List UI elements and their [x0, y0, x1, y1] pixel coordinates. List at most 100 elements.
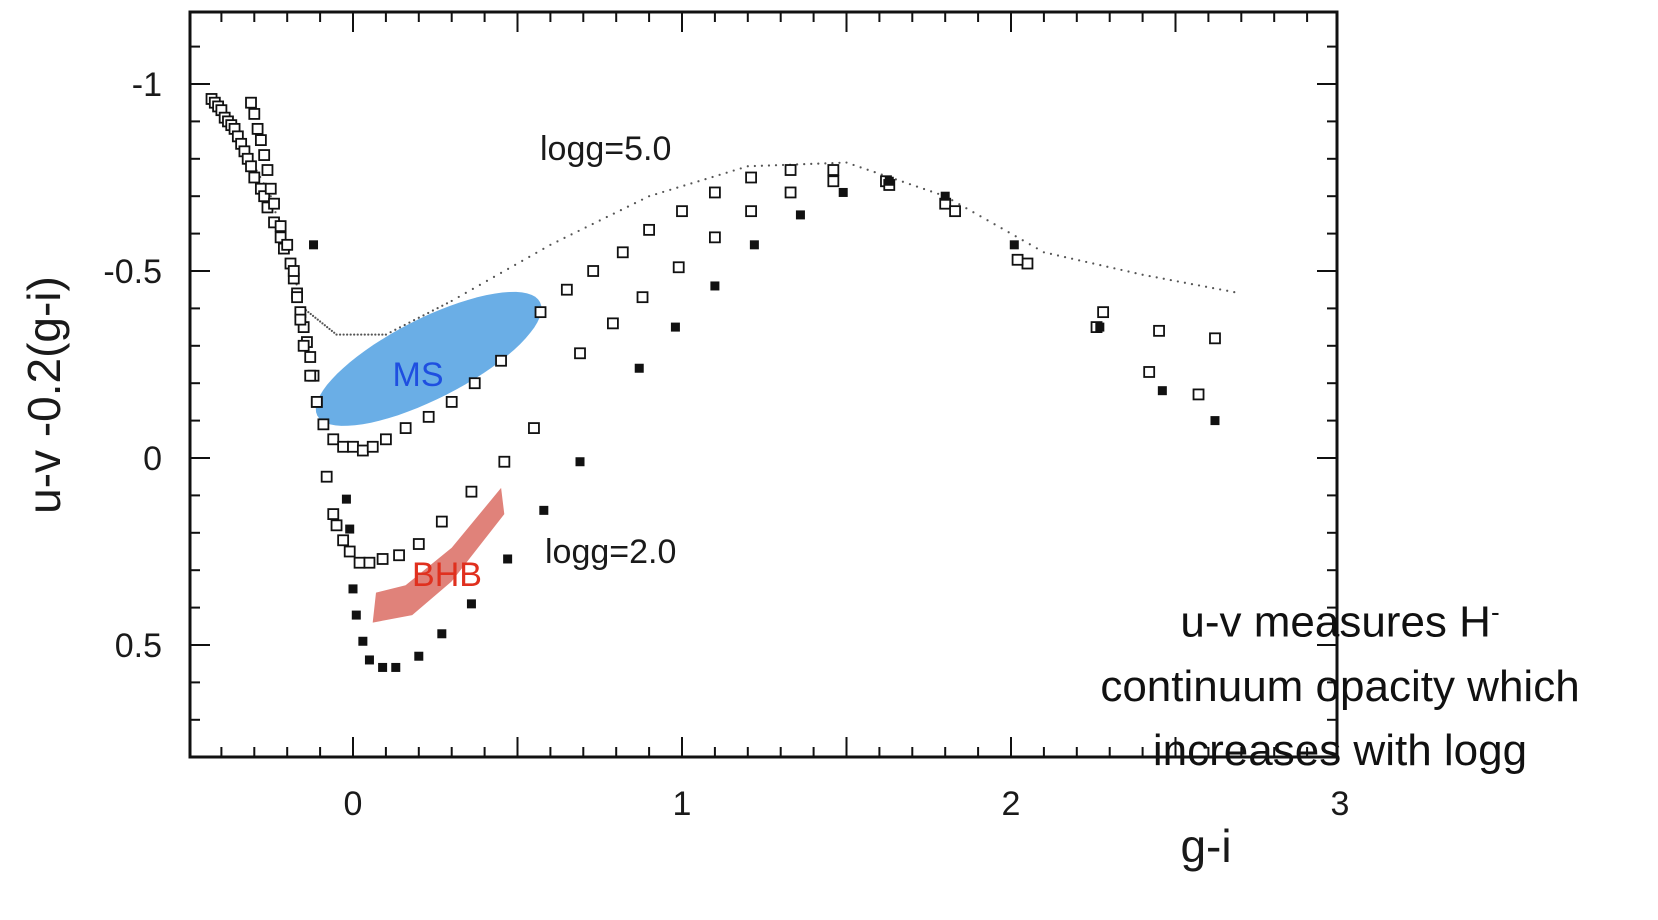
curve-dot: [431, 309, 434, 312]
open-square-point: [248, 171, 261, 184]
open-square-point: [745, 205, 757, 218]
curve-dot: [417, 316, 420, 319]
filled-square-point: [670, 322, 680, 332]
curve-dot: [901, 180, 905, 183]
open-square-point: [261, 164, 274, 176]
filled-square-point: [884, 176, 894, 186]
ms-label: MS: [393, 356, 444, 394]
curve-dot: [1233, 291, 1236, 294]
open-square-point: [399, 422, 412, 434]
open-square-point: [412, 538, 425, 550]
curve-dot: [450, 299, 453, 303]
open-square-point: [327, 508, 340, 521]
curve-dot: [1092, 262, 1095, 265]
curve-dot: [986, 219, 989, 222]
curve-dot: [915, 185, 919, 188]
curve-dot: [908, 183, 912, 186]
curve-dot: [584, 226, 587, 229]
plot-frame: [188, 10, 1339, 759]
curve-dot: [866, 168, 869, 171]
curve-dot: [676, 186, 679, 189]
curve-dot: [760, 164, 764, 167]
filled-square-point: [940, 191, 950, 201]
curve-dot: [342, 333, 345, 336]
curve-dot: [1085, 260, 1088, 264]
open-square-point: [274, 220, 287, 233]
open-square-point: [422, 410, 435, 423]
curve-dot: [605, 215, 608, 219]
curve-dot: [612, 212, 615, 215]
open-square-point: [304, 369, 317, 382]
curve-dot: [1219, 288, 1222, 291]
filled-square-point: [634, 363, 644, 373]
filled-square-point: [378, 662, 388, 672]
open-square-point: [587, 265, 600, 277]
curve-dot: [356, 333, 359, 336]
x-tick-label: 1: [673, 785, 692, 823]
open-square-point: [337, 534, 350, 547]
curve-dot: [384, 333, 387, 336]
curve-dot: [319, 320, 322, 323]
curve-dot: [1113, 267, 1116, 270]
curve-dot: [1106, 265, 1109, 268]
open-square-point: [1097, 306, 1110, 319]
filled-square-point: [1210, 416, 1220, 426]
y-axis-title: u-v -0.2(g-i): [18, 276, 70, 514]
curve-dot: [810, 162, 813, 165]
curve-dot: [873, 171, 876, 174]
open-square-point: [528, 422, 540, 434]
curve-dot: [436, 307, 439, 310]
open-square-point: [294, 313, 307, 326]
curve-dot: [1099, 264, 1102, 267]
filled-square-point: [466, 599, 476, 609]
filled-square-point: [414, 651, 424, 661]
curve-dot: [1078, 259, 1081, 262]
open-square-point: [245, 160, 257, 173]
curve-dot: [1056, 254, 1060, 257]
filled-square-point: [1009, 240, 1019, 250]
open-square-point: [264, 182, 277, 195]
curve-dot: [732, 169, 735, 172]
open-square-point: [672, 261, 685, 274]
curve-dot: [711, 175, 714, 179]
curve-dot: [725, 171, 728, 174]
open-square-point: [376, 553, 389, 565]
curve-dot: [427, 311, 430, 315]
open-square-point: [248, 108, 261, 120]
filled-square-point: [358, 636, 368, 646]
logg-2-label: logg=2.0: [545, 533, 676, 571]
curve-dot: [398, 326, 402, 329]
open-square-point: [254, 134, 267, 147]
curve-dot: [803, 163, 806, 166]
curve-dot: [1190, 282, 1194, 286]
curve-dot: [683, 184, 686, 187]
open-square-point: [363, 556, 376, 569]
curve-dot: [958, 203, 961, 206]
curve-dot: [951, 199, 954, 202]
curve-dot: [478, 283, 481, 286]
curve-dot: [640, 198, 644, 201]
curve-dot: [965, 207, 968, 210]
annotation-superscript: -: [1490, 597, 1500, 627]
curve-dot: [993, 223, 996, 226]
curve-dot: [422, 314, 425, 317]
filled-square-point: [309, 240, 319, 250]
open-square-point: [330, 519, 343, 532]
open-square-point: [245, 96, 257, 109]
curve-dot: [321, 322, 324, 325]
curve-dot: [845, 161, 848, 164]
curve-dot: [598, 219, 601, 222]
bhb-region: [372, 487, 505, 623]
curve-dot: [767, 164, 771, 167]
curve-dot: [1000, 227, 1003, 230]
curve-dot: [311, 314, 315, 317]
filled-square-point: [348, 584, 358, 594]
axis-ticks: [190, 12, 1337, 757]
tick-labels: 0 1 2 3 -1 -0.5 0 0.5: [103, 66, 1349, 823]
curve-dot: [831, 161, 834, 165]
curve-dot: [1183, 281, 1186, 284]
open-square-point: [310, 395, 323, 408]
curve-dot: [1071, 257, 1074, 260]
open-square-point: [1011, 253, 1024, 266]
